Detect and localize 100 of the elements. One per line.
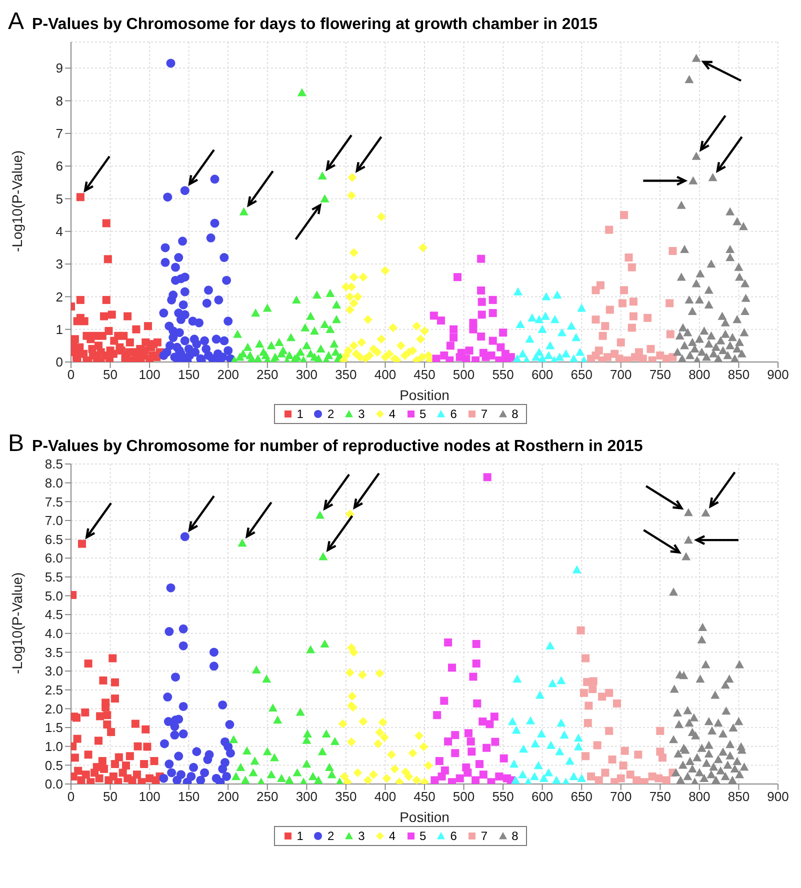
y-tick-label: 1.0 (44, 738, 63, 754)
point (477, 286, 486, 294)
point (209, 662, 218, 671)
point (672, 348, 682, 356)
point (346, 737, 356, 746)
point (535, 690, 544, 699)
x-tick-label: 50 (103, 367, 118, 382)
x-tick-label: 250 (256, 789, 278, 804)
point (348, 692, 357, 701)
point (358, 717, 368, 726)
point (302, 729, 312, 738)
point (629, 298, 638, 306)
point (318, 552, 328, 560)
point (706, 260, 716, 268)
point (592, 316, 600, 324)
point (159, 774, 168, 783)
point (378, 718, 388, 727)
point (735, 338, 744, 346)
point (606, 306, 614, 314)
point (540, 312, 550, 320)
point (412, 776, 422, 784)
x-tick-label: 150 (178, 789, 200, 804)
point (594, 776, 603, 784)
point (546, 740, 556, 749)
point (332, 315, 342, 324)
point (316, 510, 325, 519)
point (706, 331, 716, 340)
point (438, 772, 446, 780)
point (598, 332, 607, 340)
x-tick-label: 500 (452, 789, 475, 804)
point (708, 173, 718, 182)
point (577, 304, 586, 312)
point (740, 306, 750, 315)
point (700, 326, 709, 335)
x-tick-label: 50 (103, 789, 118, 804)
chart-title: P-Values by Chromosome for days to flowering at growth chamber in 2015 (32, 16, 598, 34)
point (167, 768, 176, 778)
point (375, 728, 384, 737)
point (526, 716, 536, 724)
x-tick-label: 800 (688, 367, 710, 382)
point (349, 272, 358, 282)
point (277, 349, 286, 358)
y-tick-label: 2.0 (44, 701, 63, 716)
point (300, 323, 310, 332)
point (446, 342, 454, 350)
point (345, 305, 354, 314)
point (326, 324, 335, 333)
point (587, 772, 596, 780)
point (702, 352, 712, 361)
point (164, 627, 174, 636)
y-axis-title: -Log10(P-Value) (8, 150, 25, 252)
x-tick-label: 550 (492, 789, 514, 804)
point (178, 641, 188, 650)
point (477, 332, 486, 341)
point (512, 726, 521, 734)
point (626, 770, 634, 779)
legend-label: 4 (388, 407, 396, 421)
point (404, 772, 414, 781)
y-tick-label: 4.5 (44, 607, 63, 622)
point (566, 322, 576, 330)
point (584, 719, 592, 728)
point (464, 729, 472, 738)
point (99, 676, 108, 684)
legend-label: 4 (388, 829, 396, 843)
point (174, 752, 184, 761)
point (692, 54, 701, 62)
point (170, 730, 180, 740)
x-tick-label: 650 (570, 789, 592, 804)
point (284, 350, 294, 360)
point (380, 266, 390, 276)
y-tick-label: 6.5 (44, 532, 63, 547)
legend-label: 8 (512, 829, 518, 843)
point (376, 334, 386, 344)
y-tick-label: 6 (56, 158, 63, 174)
point (546, 341, 555, 350)
point (589, 677, 598, 686)
point (534, 761, 543, 770)
point (488, 296, 497, 304)
point (164, 760, 174, 769)
point (102, 703, 110, 712)
point (530, 739, 540, 748)
point (532, 352, 541, 361)
point (414, 731, 424, 740)
point (436, 316, 445, 325)
legend-label: 3 (358, 829, 365, 843)
point (605, 226, 614, 234)
point (345, 510, 354, 519)
point (150, 757, 158, 766)
point (584, 702, 593, 710)
y-tick-label: 7.0 (44, 513, 63, 528)
x-tick-label: 250 (256, 367, 278, 382)
point (435, 757, 444, 766)
point (233, 330, 242, 338)
point (557, 328, 566, 336)
point (538, 324, 547, 333)
legend-label: 6 (450, 829, 457, 843)
point (345, 292, 354, 302)
point (84, 750, 92, 759)
point (593, 741, 602, 750)
point (510, 760, 519, 768)
